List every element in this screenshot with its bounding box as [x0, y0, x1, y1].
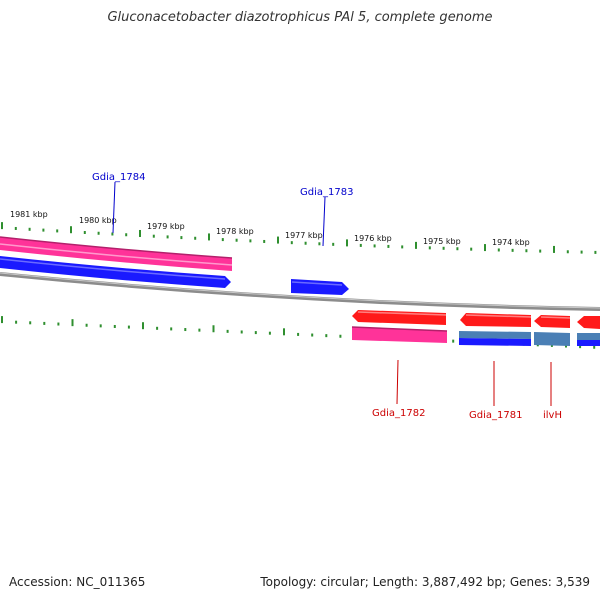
- cds-arrow-gdia-1781-shine: [465, 314, 532, 318]
- misc-feature-ilvh[interactable]: [534, 332, 570, 346]
- misc-feature-next[interactable]: [577, 333, 600, 340]
- accession-text: Accession: NC_011365: [9, 575, 146, 589]
- upper-tick-row: [1, 222, 597, 254]
- cds-arrow-gdia-1783-shine: [291, 281, 343, 286]
- gene-feature-next[interactable]: [577, 340, 600, 346]
- cds-arrow-ilvh-shine: [540, 316, 571, 319]
- kbp-label-1978: 1978 kbp: [216, 227, 254, 236]
- genome-backbone: [0, 272, 600, 311]
- gene-label-gdia-1782[interactable]: Gdia_1782: [372, 408, 425, 419]
- forward-strand-features: [351, 310, 600, 346]
- cds-arrow-next[interactable]: [577, 316, 600, 329]
- gene-feature-gdia-1782-gene-edge: [351, 326, 448, 332]
- gene-feature-gdia-1784-gene-edge: [0, 236, 233, 259]
- gene-feature-gdia-1782-gene[interactable]: [352, 327, 447, 343]
- connector-gdia-1784: [112, 181, 116, 234]
- cds-arrow-gdia-1783[interactable]: [291, 279, 349, 295]
- kbp-labels: 1981 kbp 1980 kbp 1979 kbp 1978 kbp 1977…: [10, 210, 530, 247]
- kbp-label-1975: 1975 kbp: [423, 237, 461, 246]
- misc-feature-gdia-1781[interactable]: [459, 331, 531, 339]
- topology-text: Topology: circular; Length: 3,887,492 bp…: [260, 575, 590, 589]
- reverse-strand-features: [0, 236, 349, 295]
- gene-feature-gdia-1781-gene[interactable]: [459, 338, 531, 346]
- gene-label-gdia-1781[interactable]: Gdia_1781: [469, 410, 522, 421]
- connector-gdia-1783: [322, 196, 326, 247]
- map-title: Gluconacetobacter diazotrophicus PAl 5, …: [107, 10, 493, 25]
- label-connectors: [112, 181, 552, 406]
- kbp-label-1977: 1977 kbp: [285, 231, 323, 240]
- gene-label-gdia-1784[interactable]: Gdia_1784: [92, 172, 145, 183]
- genome-backbone-highlight: [0, 272, 600, 309]
- gene-label-ilvh[interactable]: ilvH: [543, 410, 562, 421]
- gene-feature-gdia-1784-gene-shine: [0, 243, 233, 266]
- gene-label-gdia-1783[interactable]: Gdia_1783: [300, 187, 353, 198]
- gene-labels: Gdia_1784 Gdia_1783 Gdia_1782 Gdia_1781 …: [92, 172, 562, 421]
- gene-feature-gdia-1784-gene[interactable]: [0, 237, 232, 271]
- kbp-label-1974: 1974 kbp: [492, 238, 530, 247]
- connector-gdia-1782: [396, 359, 399, 405]
- cds-arrow-gdia-1782-shine: [357, 311, 447, 316]
- cds-arrow-gdia-1784-shine: [0, 258, 226, 280]
- kbp-label-1979: 1979 kbp: [147, 222, 185, 231]
- kbp-label-1976: 1976 kbp: [354, 234, 392, 243]
- kbp-label-1980: 1980 kbp: [79, 216, 117, 225]
- kbp-label-1981: 1981 kbp: [10, 210, 48, 219]
- cds-arrow-gdia-1784[interactable]: [0, 256, 231, 288]
